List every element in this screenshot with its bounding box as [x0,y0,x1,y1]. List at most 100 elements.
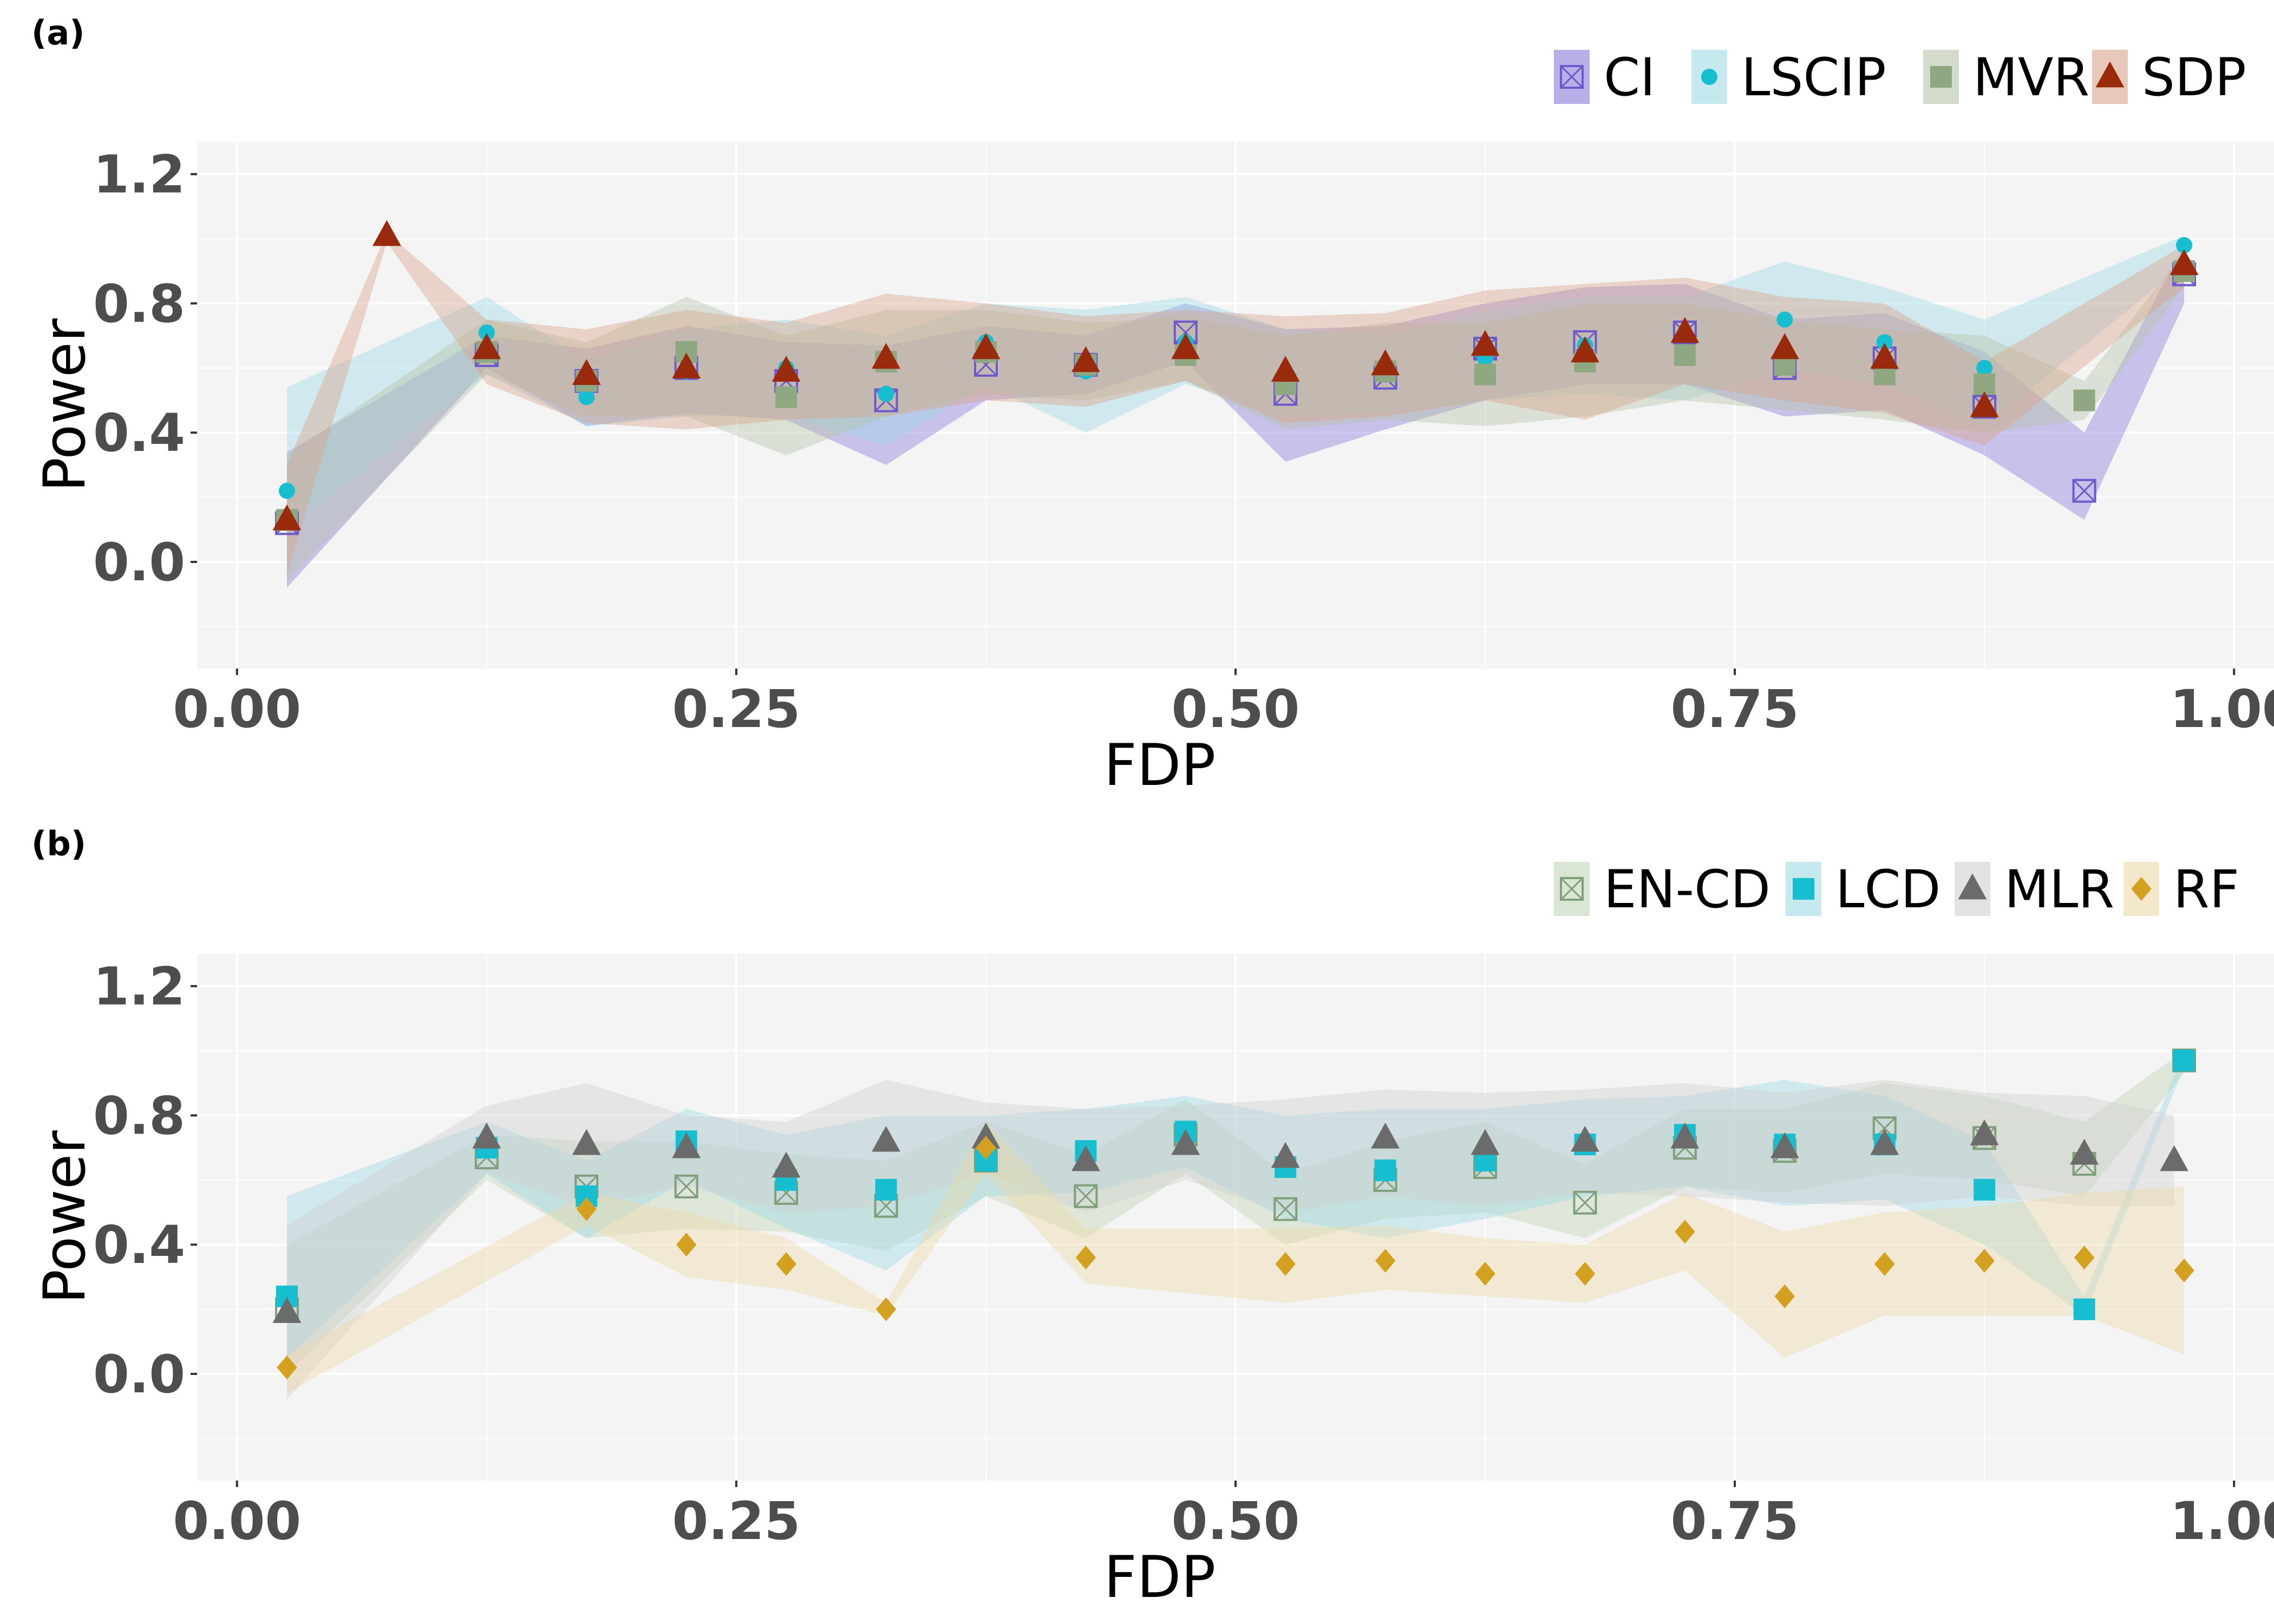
legend-label: RF [2173,859,2239,920]
y-tick-label: 0.8 [93,273,185,334]
sdp-point [1670,317,1700,343]
rf-point [576,1197,597,1221]
sdp-point [1970,391,1999,417]
lscip-point [478,324,495,341]
legend-label: LCD [1835,859,1940,920]
y-tick-label: 0.8 [93,1085,185,1146]
sdp-point [372,220,401,246]
legend-item-mvr: MVR [1923,47,2089,108]
en-cd-point [674,1174,698,1199]
mlr-point [1770,1132,1799,1158]
x-tick-label: 0.25 [672,679,800,739]
gridlines [197,954,2274,1481]
rf-series [277,1136,2194,1380]
sdp-point [772,356,801,382]
en-cd-point [1573,1190,1597,1215]
x-axis: 0.00 0.25 0.50 0.75 1.00 [173,669,2274,739]
x-tick-label: 0.00 [173,679,301,739]
lscip-point [2176,237,2193,254]
mlr-point [1970,1119,1999,1145]
sdp-point [1271,356,1300,382]
ci-band [286,245,2185,588]
x-tick-label: 0.75 [1671,679,1799,739]
lscip-point [578,389,595,405]
legend-item-mlr: MLR [1955,859,2114,920]
legend-marker [1560,877,1584,901]
mlr-point [1171,1129,1200,1155]
lscip-point [878,385,894,402]
mlr-band [286,1079,2174,1400]
panel-b: (b) 0.0 0.4 0.8 1.2 0.00 0.25 0.50 0.75 1.00 FDP Po… [31,824,2274,1610]
y-axis: 0.0 0.4 0.8 1.2 [93,957,197,1405]
mlr-point [772,1151,801,1178]
mvr-band [286,251,2185,581]
legend: EN-CD LCD MLR RF [1554,859,2239,920]
rf-band [286,1122,2185,1393]
rf-point [976,1136,996,1160]
confidence-bands [286,1051,2185,1400]
legend-label: MVR [1973,47,2089,108]
mlr-point [971,1122,1001,1149]
sdp-point [1770,333,1799,359]
legend-marker [1560,65,1584,89]
sdp-point [1571,336,1599,363]
lscip-point [1976,359,1993,376]
mlr-point [472,1122,501,1149]
y-axis-title: Power [31,318,98,492]
mlr-point [1870,1129,1899,1155]
rf-point [1075,1246,1096,1270]
mvr-point [1674,344,1696,366]
mlr-point [672,1132,701,1158]
rf-point [277,1355,297,1380]
en-cd-band [286,1051,2185,1374]
legend-item-lscip: LSCIP [1691,47,1886,108]
mlr-point [1471,1129,1500,1155]
sdp-point [1870,343,1899,369]
lscip-point [1776,311,1793,328]
rf-point [1675,1220,1695,1244]
mlr-point [1071,1145,1100,1171]
rf-point [1574,1261,1596,1286]
legend-label: EN-CD [1604,859,1770,920]
mlr-point [1271,1142,1300,1168]
rf-point [1375,1249,1396,1273]
x-tick-label: 0.75 [1671,1491,1799,1551]
legend-marker [2095,61,2125,88]
gridlines [197,142,2274,669]
sdp-point [1071,346,1100,372]
x-axis-title: FDP [1104,732,1216,798]
mvr-point [2073,389,2095,411]
sdp-point [872,343,900,369]
rf-point [2174,1258,2194,1282]
y-tick-label: 1.2 [93,957,185,1017]
legend-marker [1701,69,1717,85]
sdp-series [272,220,2199,531]
y-tick-label: 0.4 [93,403,185,463]
legend-marker [1958,873,1987,900]
x-tick-label: 0.50 [1172,679,1300,739]
rf-point [2074,1246,2095,1270]
x-tick-label: 1.00 [2170,1491,2274,1551]
mlr-point [572,1129,601,1155]
x-axis-title: FDP [1104,1544,1216,1610]
sdp-point [2170,249,2199,276]
legend-marker [2131,877,2152,901]
y-tick-label: 0.0 [93,1344,185,1405]
mlr-point [272,1297,302,1323]
mlr-point [872,1125,900,1152]
legend-item-lcd: LCD [1786,859,1940,920]
x-axis: 0.00 0.25 0.50 0.75 1.00 [173,1481,2274,1551]
ci-point [2072,479,2096,503]
y-tick-label: 1.2 [93,145,185,205]
sdp-point [971,333,1001,359]
x-tick-label: 0.50 [1172,1491,1300,1551]
rf-point [1874,1252,1895,1276]
lscip-point [1876,334,1893,351]
sdp-point [1471,330,1500,356]
legend-item-ci: CI [1554,47,1655,108]
rf-point [776,1252,796,1276]
mlr-series [272,1119,2189,1323]
mlr-point [1371,1122,1400,1149]
legend-item-en-cd: EN-CD [1554,859,1770,920]
x-tick-label: 1.00 [2170,679,2274,739]
